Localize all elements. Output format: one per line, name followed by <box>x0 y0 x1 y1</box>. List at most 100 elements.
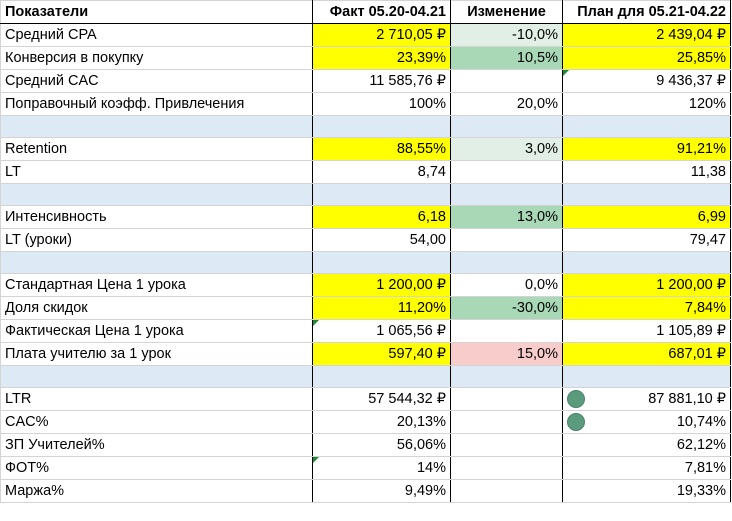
plan-cell[interactable]: 1 200,00 ₽ <box>562 273 731 297</box>
fact-cell[interactable]: 6,18 <box>312 205 451 229</box>
plan-cell[interactable]: 9 436,37 ₽ <box>562 69 731 93</box>
separator-cell[interactable] <box>0 115 313 138</box>
label-cell[interactable]: Средний CAC <box>0 69 313 93</box>
change-cell[interactable] <box>450 433 563 457</box>
table-row: CAC% 20,13% 10,74% <box>0 410 731 434</box>
plan-value: 10,74% <box>676 414 726 430</box>
change-cell[interactable]: 3,0% <box>450 137 563 161</box>
change-cell[interactable]: -30,0% <box>450 296 563 320</box>
change-cell[interactable]: 13,0% <box>450 205 563 229</box>
fact-cell[interactable]: 11 585,76 ₽ <box>312 69 451 93</box>
label-cell[interactable]: LT <box>0 160 313 184</box>
change-cell[interactable]: -10,0% <box>450 23 563 47</box>
table-row: Конверсия в покупку 23,39% 10,5% 25,85% <box>0 46 731 70</box>
table-row: ЗП Учителей% 56,06% 62,12% <box>0 433 731 457</box>
change-cell[interactable]: 10,5% <box>450 46 563 70</box>
separator-cell[interactable] <box>450 183 563 206</box>
table-row: Маржа% 9,49% 19,33% <box>0 479 731 503</box>
plan-cell[interactable]: 11,38 <box>562 160 731 184</box>
fact-cell[interactable]: 54,00 <box>312 228 451 252</box>
separator-cell[interactable] <box>562 365 731 388</box>
label-cell[interactable]: Доля скидок <box>0 296 313 320</box>
header-label-cell[interactable]: Показатели <box>0 0 313 24</box>
change-cell[interactable] <box>450 410 563 434</box>
plan-cell[interactable]: 10,74% <box>562 410 731 434</box>
header-fact-cell[interactable]: Факт 05.20-04.21 <box>312 0 451 24</box>
change-cell[interactable]: 0,0% <box>450 273 563 297</box>
fact-cell[interactable]: 1 200,00 ₽ <box>312 273 451 297</box>
plan-cell[interactable]: 62,12% <box>562 433 731 457</box>
fact-cell[interactable]: 9,49% <box>312 479 451 503</box>
change-cell[interactable] <box>450 456 563 480</box>
label-cell[interactable]: Средний CPA <box>0 23 313 47</box>
plan-cell[interactable]: 91,21% <box>562 137 731 161</box>
separator-cell[interactable] <box>562 115 731 138</box>
label-cell[interactable]: ЗП Учителей% <box>0 433 313 457</box>
fact-cell[interactable]: 1 065,56 ₽ <box>312 319 451 343</box>
change-cell[interactable] <box>450 228 563 252</box>
change-cell[interactable]: 15,0% <box>450 342 563 366</box>
separator-cell[interactable] <box>0 251 313 274</box>
status-dot-icon[interactable] <box>567 413 585 431</box>
separator-cell[interactable] <box>312 115 451 138</box>
header-row: Показатели Факт 05.20-04.21 Изменение Пл… <box>0 0 731 24</box>
fact-cell[interactable]: 100% <box>312 92 451 116</box>
plan-cell[interactable]: 87 881,10 ₽ <box>562 387 731 411</box>
label-cell[interactable]: Маржа% <box>0 479 313 503</box>
label-cell[interactable]: Плата учителю за 1 урок <box>0 342 313 366</box>
plan-cell[interactable]: 2 439,04 ₽ <box>562 23 731 47</box>
label-cell[interactable]: Фактическая Цена 1 урока <box>0 319 313 343</box>
separator-cell[interactable] <box>312 183 451 206</box>
change-cell[interactable] <box>450 387 563 411</box>
separator-cell[interactable] <box>450 365 563 388</box>
status-dot-icon[interactable] <box>567 390 585 408</box>
fact-cell[interactable]: 8,74 <box>312 160 451 184</box>
change-cell[interactable] <box>450 69 563 93</box>
separator-cell[interactable] <box>562 251 731 274</box>
plan-cell[interactable]: 7,81% <box>562 456 731 480</box>
table-row: ФОТ% 14% 7,81% <box>0 456 731 480</box>
plan-cell[interactable]: 1 105,89 ₽ <box>562 319 731 343</box>
change-cell[interactable]: 20,0% <box>450 92 563 116</box>
separator-cell[interactable] <box>0 365 313 388</box>
table-row: Плата учителю за 1 урок 597,40 ₽ 15,0% 6… <box>0 342 731 366</box>
fact-cell[interactable]: 56,06% <box>312 433 451 457</box>
plan-cell[interactable]: 687,01 ₽ <box>562 342 731 366</box>
header-change-cell[interactable]: Изменение <box>450 0 563 24</box>
separator-cell[interactable] <box>450 251 563 274</box>
plan-cell[interactable]: 120% <box>562 92 731 116</box>
plan-cell[interactable]: 19,33% <box>562 479 731 503</box>
fact-cell[interactable]: 14% <box>312 456 451 480</box>
fact-cell[interactable]: 11,20% <box>312 296 451 320</box>
label-cell[interactable]: Конверсия в покупку <box>0 46 313 70</box>
separator-cell[interactable] <box>562 183 731 206</box>
separator-cell[interactable] <box>312 365 451 388</box>
separator-cell[interactable] <box>0 183 313 206</box>
change-cell[interactable] <box>450 319 563 343</box>
label-cell[interactable]: CAC% <box>0 410 313 434</box>
plan-cell[interactable]: 6,99 <box>562 205 731 229</box>
plan-cell[interactable]: 79,47 <box>562 228 731 252</box>
change-cell[interactable] <box>450 160 563 184</box>
fact-cell[interactable]: 597,40 ₽ <box>312 342 451 366</box>
fact-cell[interactable]: 88,55% <box>312 137 451 161</box>
table-row: Средний CAC 11 585,76 ₽ 9 436,37 ₽ <box>0 69 731 93</box>
fact-cell[interactable]: 23,39% <box>312 46 451 70</box>
label-cell[interactable]: Поправочный коэфф. Привлечения <box>0 92 313 116</box>
label-cell[interactable]: Retention <box>0 137 313 161</box>
label-cell[interactable]: LTR <box>0 387 313 411</box>
label-cell[interactable]: Стандартная Цена 1 урока <box>0 273 313 297</box>
fact-cell[interactable]: 20,13% <box>312 410 451 434</box>
plan-cell[interactable]: 25,85% <box>562 46 731 70</box>
separator-cell[interactable] <box>312 251 451 274</box>
label-cell[interactable]: Интенсивность <box>0 205 313 229</box>
separator-cell[interactable] <box>450 115 563 138</box>
label-cell[interactable]: ФОТ% <box>0 456 313 480</box>
fact-cell[interactable]: 2 710,05 ₽ <box>312 23 451 47</box>
table-row: LTR 57 544,32 ₽ 87 881,10 ₽ <box>0 387 731 411</box>
label-cell[interactable]: LT (уроки) <box>0 228 313 252</box>
plan-cell[interactable]: 7,84% <box>562 296 731 320</box>
change-cell[interactable] <box>450 479 563 503</box>
fact-cell[interactable]: 57 544,32 ₽ <box>312 387 451 411</box>
header-plan-cell[interactable]: План для 05.21-04.22 <box>562 0 731 24</box>
